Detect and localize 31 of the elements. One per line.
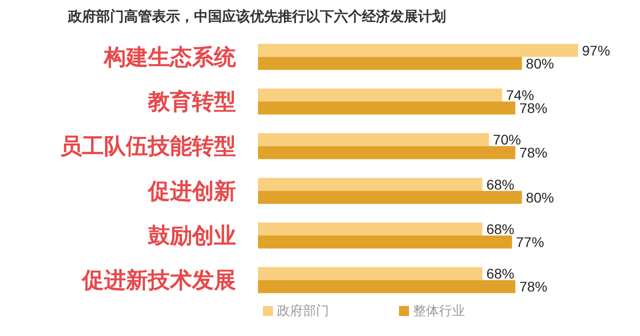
bar [258,44,578,57]
data-label: 97% [582,42,610,58]
data-label: 80% [526,189,554,206]
data-label: 68% [486,220,514,237]
data-label: 68% [486,266,514,282]
data-label: 78% [519,144,548,161]
bar [258,88,502,102]
y-tick-label: 构建生态系统 [103,44,237,70]
bar [258,190,522,204]
data-label: 77% [516,234,544,250]
legend-label: 整体行业 [413,304,465,319]
bar [258,178,482,191]
data-label: 78% [519,278,548,295]
bar [258,133,489,146]
bar [258,146,516,160]
bar [258,280,516,294]
y-tick-label: 教育转型 [147,89,236,115]
y-tick-label: 促进新技术发展 [81,268,236,294]
data-label: 80% [526,55,554,72]
y-tick-label: 促进创新 [147,178,236,204]
y-tick-label: 鼓励创业 [147,224,236,249]
bar [258,222,482,236]
bar [258,101,516,114]
data-label: 68% [486,176,514,192]
bar [258,56,522,70]
y-tick-label: 员工队伍技能转型 [60,134,236,160]
bar [258,235,512,248]
bar [258,267,482,280]
chart-title: 政府部门高管表示，中国应该优先推行以下六个经济发展计划 [66,8,447,27]
legend-label: 政府部门 [277,304,329,319]
data-label: 70% [492,132,521,148]
